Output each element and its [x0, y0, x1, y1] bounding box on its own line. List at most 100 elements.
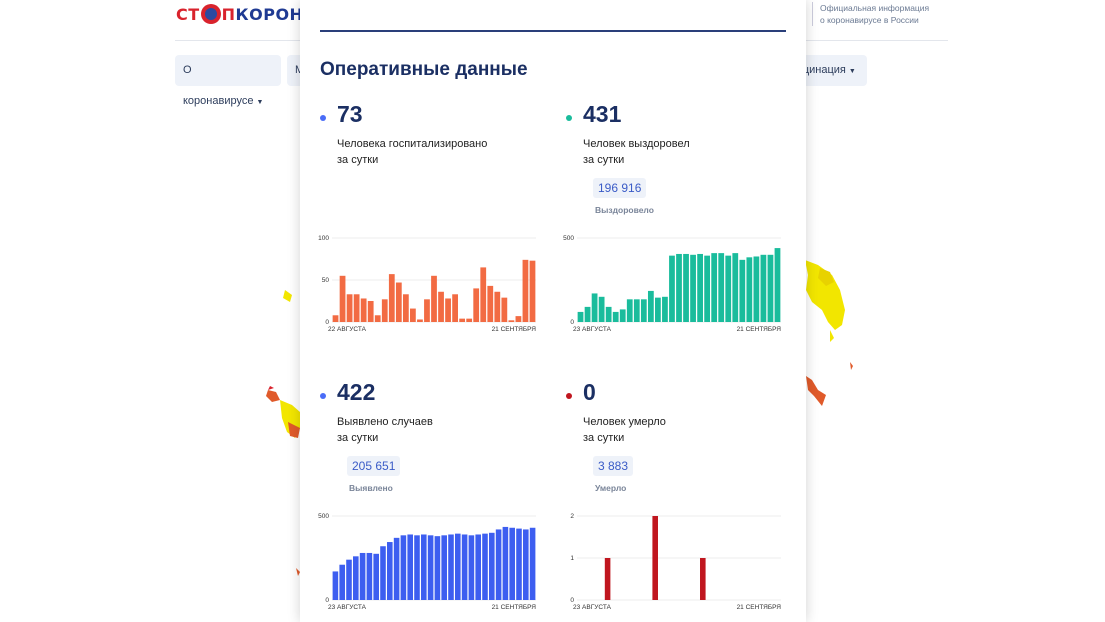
cases-total-label: Выявлено — [349, 483, 393, 493]
logo-text-part2: П — [221, 5, 236, 24]
chart-bar — [529, 527, 536, 600]
hospitalized-value: 73 — [337, 101, 363, 127]
deaths-chart-svg: 2 1 023 АВГУСТА 21 СЕНТЯБРЯ — [570, 513, 781, 611]
chart-bar — [393, 537, 400, 600]
chart-bar — [367, 301, 374, 322]
chart-bar — [473, 288, 480, 322]
chart-bar — [445, 298, 451, 322]
chart-bar — [739, 259, 746, 322]
chart-bar — [461, 534, 468, 600]
chart-bar — [332, 315, 339, 322]
chart-bar — [584, 306, 591, 322]
chart-bar — [647, 290, 654, 322]
deaths-description: Человек умерло за сутки — [583, 414, 783, 446]
deaths-total-label: Умерло — [595, 483, 627, 493]
official-info: Официальная информация о коронавирусе в … — [812, 2, 950, 26]
chart-bar — [402, 294, 409, 322]
deaths-total: 3 883 — [593, 456, 634, 476]
stat-cases: 422 Выявлено случаев за сутки 205 651 Вы… — [320, 379, 550, 499]
recovered-value: 431 — [583, 101, 622, 127]
chart-bar — [523, 529, 529, 600]
chart-bar — [339, 275, 346, 322]
chart-bar — [640, 299, 647, 322]
chart-bar — [424, 299, 430, 322]
operational-data-panel: Оперативные данные 73 Человека госпитали… — [300, 0, 806, 622]
chart-bar — [489, 532, 495, 600]
chart-bar — [683, 253, 689, 322]
hospitalized-description: Человека госпитализировано за сутки — [337, 136, 537, 168]
chart-bar — [395, 282, 402, 322]
chart-bar — [455, 533, 461, 600]
official-info-line2: о коронавирусе в России — [820, 15, 919, 25]
deaths-value: 0 — [583, 379, 596, 405]
chart-bar — [332, 571, 339, 600]
y-tick-label: 0 — [570, 597, 574, 604]
hospitalized-line2: за сутки — [337, 154, 379, 166]
cases-chart-svg: 500 023 АВГУСТА 21 СЕНТЯБРЯ — [318, 513, 537, 611]
chart-bar — [459, 318, 466, 322]
russia-map — [266, 220, 853, 576]
chart-bar — [468, 535, 475, 600]
chart-bar — [662, 296, 668, 322]
site-header: СТ ПКОРОНАВ Официальная информация о коро… — [0, 0, 1105, 40]
chart-bar — [655, 297, 661, 322]
nav-about-coronavirus[interactable]: О коронавирусе ▼ — [175, 55, 281, 107]
deaths-line1: Человек умерло — [583, 416, 666, 428]
x-start-label: 22 АВГУСТА — [328, 326, 367, 333]
y-tick-label: 0 — [570, 319, 574, 326]
recovered-total: 196 916 — [593, 178, 647, 198]
hospitalized-chart: 100 50 0 22 АВГУСТА 21 СЕНТЯБРЯ — [314, 232, 544, 340]
chart-bar — [339, 564, 345, 600]
x-end-label: 21 СЕНТЯБРЯ — [492, 326, 537, 333]
chart-bar — [501, 297, 508, 322]
chart-bar — [388, 274, 395, 322]
chart-bar — [502, 526, 509, 600]
chart-bar — [427, 535, 434, 600]
deaths-line2: за сутки — [583, 432, 625, 444]
chart-bar — [482, 533, 488, 600]
chart-bar — [495, 529, 502, 600]
x-end-label: 21 СЕНТЯБРЯ — [737, 326, 782, 333]
caret-down-icon: ▼ — [256, 99, 264, 106]
x-start-label: 23 АВГУСТА — [328, 604, 367, 611]
chart-bar — [516, 528, 522, 600]
chart-bar — [359, 552, 366, 600]
recovered-chart: 500 0 23 АВГУСТА 21 СЕНТЯБРЯ — [559, 232, 789, 340]
y-tick-label: 2 — [570, 513, 574, 520]
chart-bar — [421, 534, 427, 600]
recovered-chart-svg: 500 023 АВГУСТА 21 СЕНТЯБРЯ — [563, 235, 782, 333]
chart-bar — [577, 311, 584, 322]
cases-line2: за сутки — [337, 432, 379, 444]
chart-bar — [711, 253, 718, 322]
chart-bar — [725, 255, 732, 322]
chart-bar — [700, 558, 706, 600]
stat-deaths: 0 Человек умерло за сутки 3 883 Умерло — [566, 379, 796, 499]
chart-bar — [410, 308, 416, 322]
nav-item-2-label: М — [295, 64, 304, 76]
chart-bar — [346, 559, 352, 600]
chart-bar — [434, 536, 441, 600]
recovered-line2: за сутки — [583, 154, 625, 166]
chart-bar — [380, 546, 386, 600]
chart-bar — [676, 253, 682, 322]
cases-value: 422 — [337, 379, 376, 405]
nav-vaccination-label: кцинация — [798, 64, 846, 76]
hospitalized-line1: Человека госпитализировано — [337, 138, 488, 150]
chart-bar — [515, 316, 522, 322]
chart-bar — [704, 255, 711, 322]
deaths-chart: 2 1 0 23 АВГУСТА 21 СЕНТЯБРЯ — [559, 510, 789, 618]
recovered-total-label: Выздоровело — [595, 205, 654, 215]
chart-bar — [475, 534, 481, 600]
x-end-label: 21 СЕНТЯБРЯ — [492, 604, 537, 611]
y-tick-label: 50 — [322, 277, 330, 284]
virus-icon — [200, 4, 221, 24]
chart-bar — [669, 255, 675, 322]
cases-chart: 500 0 23 АВГУСТА 21 СЕНТЯБРЯ — [314, 510, 544, 618]
recovered-dot-icon — [566, 115, 572, 121]
chart-bar — [480, 267, 487, 322]
hospitalized-chart-svg: 100 50 022 АВГУСТА 21 СЕНТЯБРЯ — [318, 235, 537, 333]
chart-bar — [508, 320, 515, 322]
x-start-label: 23 АВГУСТА — [573, 326, 612, 333]
y-tick-label: 1 — [570, 555, 574, 562]
cases-line1: Выявлено случаев — [337, 416, 433, 428]
